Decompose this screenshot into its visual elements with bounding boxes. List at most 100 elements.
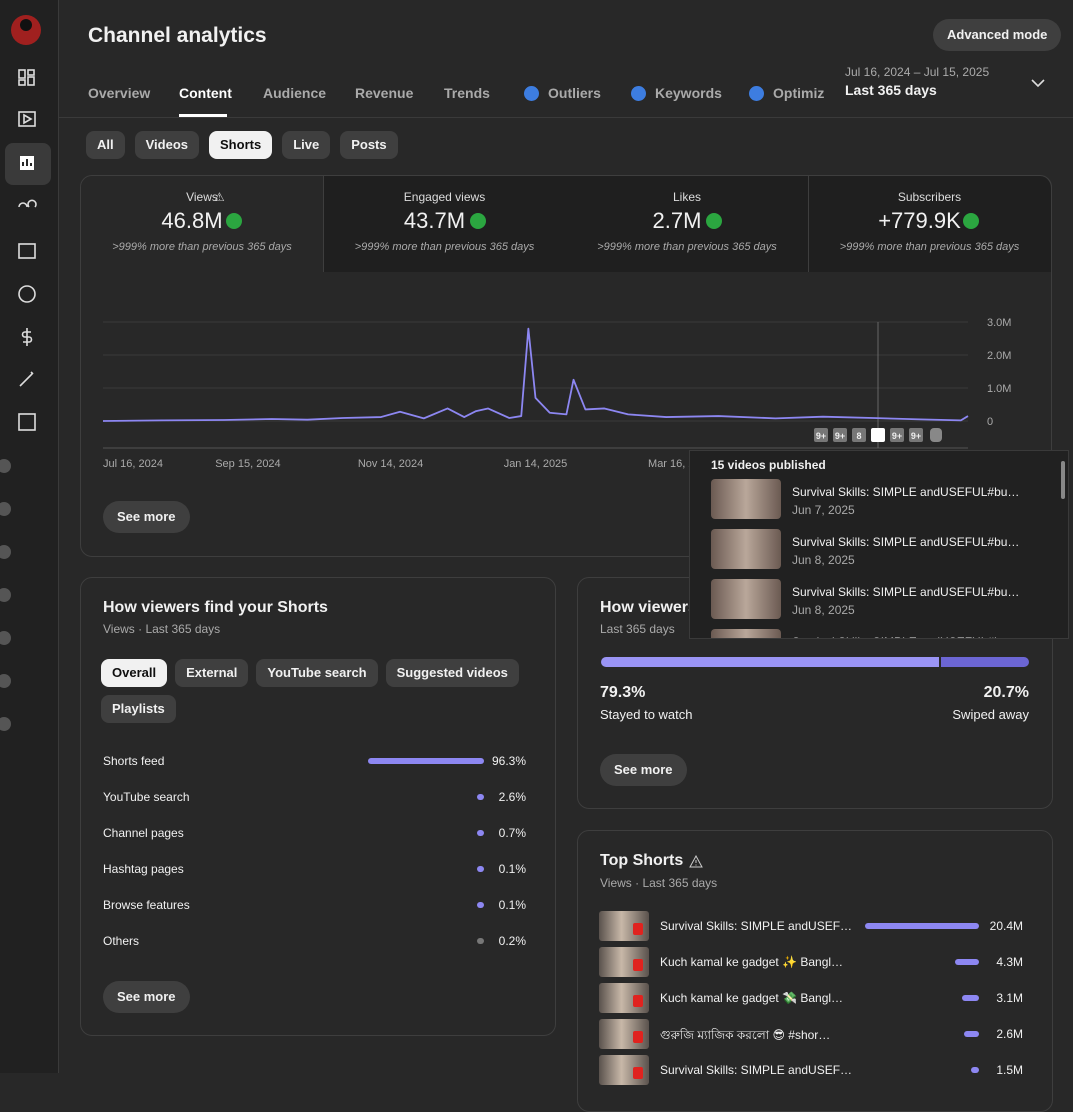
- warning-icon: ⚠: [214, 190, 225, 204]
- period-chevron[interactable]: [1030, 77, 1046, 89]
- source-value: 2.6%: [498, 790, 526, 804]
- video-thumbnail[interactable]: [711, 529, 781, 569]
- nav-tab[interactable]: Revenue: [355, 85, 414, 101]
- see-more-button[interactable]: See more: [103, 501, 190, 533]
- filter-chip[interactable]: Videos: [134, 131, 200, 159]
- nav-tab[interactable]: Optimiz: [773, 85, 825, 101]
- traffic-tab[interactable]: Overall: [101, 659, 168, 687]
- nav-tab[interactable]: Outliers: [548, 85, 601, 101]
- short-value: 2.6M: [996, 1027, 1023, 1041]
- short-title[interactable]: Survival Skills: SIMPLE andUSEF…: [660, 919, 853, 933]
- traffic-card: [80, 577, 556, 1036]
- video-thumbnail[interactable]: [711, 629, 781, 638]
- stayed-name: Stayed to watch: [600, 707, 693, 722]
- short-title[interactable]: গুরুজি ম্যাজিক করলো 😎 #shor…: [660, 1028, 831, 1042]
- metric-value: +779.9K: [878, 208, 961, 233]
- short-title[interactable]: Kuch kamal ke gadget 💸 Bangl…: [660, 991, 844, 1005]
- short-title[interactable]: Kuch kamal ke gadget ✨ Bangl…: [660, 955, 844, 969]
- shorts-marker: [930, 428, 942, 442]
- filter-chip[interactable]: All: [86, 131, 125, 159]
- x-tick-label: Nov 14, 2024: [358, 458, 423, 470]
- source-bar: [477, 938, 484, 944]
- metric-tile[interactable]: [566, 176, 809, 272]
- short-title[interactable]: Survival Skills: SIMPLE andUSEF…: [660, 1063, 853, 1077]
- top-shorts-subtitle: Views · Last 365 days: [600, 876, 718, 890]
- source-bar: [368, 758, 484, 764]
- short-value: 20.4M: [989, 919, 1023, 933]
- video-title[interactable]: Survival Skills: SIMPLE andUSEFUL#bu…: [792, 635, 1019, 638]
- video-title[interactable]: Survival Skills: SIMPLE andUSEFUL#bu…: [792, 535, 1020, 549]
- traffic-tab[interactable]: YouTube search: [256, 659, 378, 687]
- video-thumbnail[interactable]: [711, 579, 781, 619]
- source-name: YouTube search: [103, 790, 190, 804]
- stayed-label: 79.3%: [600, 684, 646, 701]
- advanced-mode-button[interactable]: Advanced mode: [933, 19, 1062, 51]
- views-chart: 3.0M 2.0M 1.0M 0 Jul 16, 2024 Sep 15, 2024 Nov…: [102, 317, 1011, 470]
- video-date: Jun 8, 2025: [792, 603, 855, 617]
- nav-tab[interactable]: Content: [179, 85, 232, 101]
- source-value: 0.1%: [498, 862, 526, 876]
- metric-tile[interactable]: [808, 176, 1052, 272]
- metric-note: >999% more than previous 365 days: [597, 241, 777, 253]
- source-name: Browse features: [103, 898, 190, 912]
- source-name: Channel pages: [103, 826, 184, 840]
- filter-chip[interactable]: Shorts: [209, 131, 273, 159]
- see-more-button[interactable]: See more: [600, 754, 687, 786]
- y-tick-label: 2.0M: [987, 350, 1011, 362]
- metric-value: 46.8M: [161, 208, 223, 233]
- video-title[interactable]: Survival Skills: SIMPLE andUSEFUL#bu…: [792, 485, 1020, 499]
- video-thumbnail[interactable]: [711, 479, 781, 519]
- nav-tab[interactable]: Keywords: [655, 85, 722, 101]
- scrollbar[interactable]: [1061, 461, 1065, 499]
- short-badge: [633, 1031, 643, 1043]
- metric-note: >999% more than previous 365 days: [839, 241, 1020, 253]
- traffic-tab[interactable]: Playlists: [101, 695, 176, 723]
- metric-note: >999% more than previous 365 days: [112, 241, 292, 253]
- source-bar: [477, 830, 484, 836]
- see-more-button[interactable]: See more: [103, 981, 190, 1013]
- source-bar: [477, 794, 484, 800]
- warning-icon: [689, 855, 703, 868]
- traffic-tab[interactable]: Suggested videos: [385, 659, 519, 687]
- short-bar: [954, 959, 979, 965]
- tab-underline: [179, 114, 227, 117]
- publish-marker-label: 9+: [892, 431, 902, 441]
- nav-tab[interactable]: Trends: [444, 85, 490, 101]
- trend-up-icon: [963, 213, 979, 229]
- trend-up-icon: [706, 213, 722, 229]
- selected-marker: [871, 428, 885, 442]
- video-date: Jun 8, 2025: [792, 553, 855, 567]
- traffic-tabs: Overall External YouTube search Suggested v…: [101, 659, 521, 723]
- publish-marker-label: 9+: [911, 431, 921, 441]
- x-tick-label: Jul 16, 2024: [103, 458, 163, 470]
- metric-note: >999% more than previous 365 days: [354, 241, 535, 253]
- traffic-subtitle: Views · Last 365 days: [103, 622, 221, 636]
- publish-marker: [852, 428, 866, 442]
- y-tick-label: 0: [987, 416, 993, 428]
- publish-marker-label: 9+: [835, 431, 845, 441]
- trend-up-icon: [226, 213, 242, 229]
- publish-marker: [890, 428, 904, 442]
- metric-tile[interactable]: [323, 176, 567, 272]
- data-line: [102, 327, 969, 422]
- metric-value: 2.7M: [652, 208, 702, 233]
- short-bar: [970, 1067, 979, 1073]
- traffic-tab[interactable]: External: [175, 659, 249, 687]
- video-title[interactable]: Survival Skills: SIMPLE andUSEFUL#bu…: [792, 585, 1020, 599]
- nav-tab[interactable]: Overview: [88, 85, 151, 101]
- source-value: 0.1%: [498, 898, 526, 912]
- nav-tab[interactable]: Audience: [263, 85, 327, 101]
- top-shorts-card: [577, 830, 1053, 1112]
- source-value: 96.3%: [491, 754, 526, 768]
- video-date: Jun 7, 2025: [792, 503, 855, 517]
- source-bar: [477, 866, 484, 872]
- period[interactable]: Last 365 days: [845, 82, 937, 98]
- short-bar: [865, 923, 979, 929]
- published-popup: 15 videos published Survival Skills: SIM…: [689, 450, 1069, 639]
- publish-marker: [833, 428, 847, 442]
- short-badge: [633, 995, 643, 1007]
- metric-label: Engaged views: [403, 190, 486, 204]
- filter-chip[interactable]: Live: [282, 131, 331, 159]
- filter-chip[interactable]: Posts: [340, 131, 398, 159]
